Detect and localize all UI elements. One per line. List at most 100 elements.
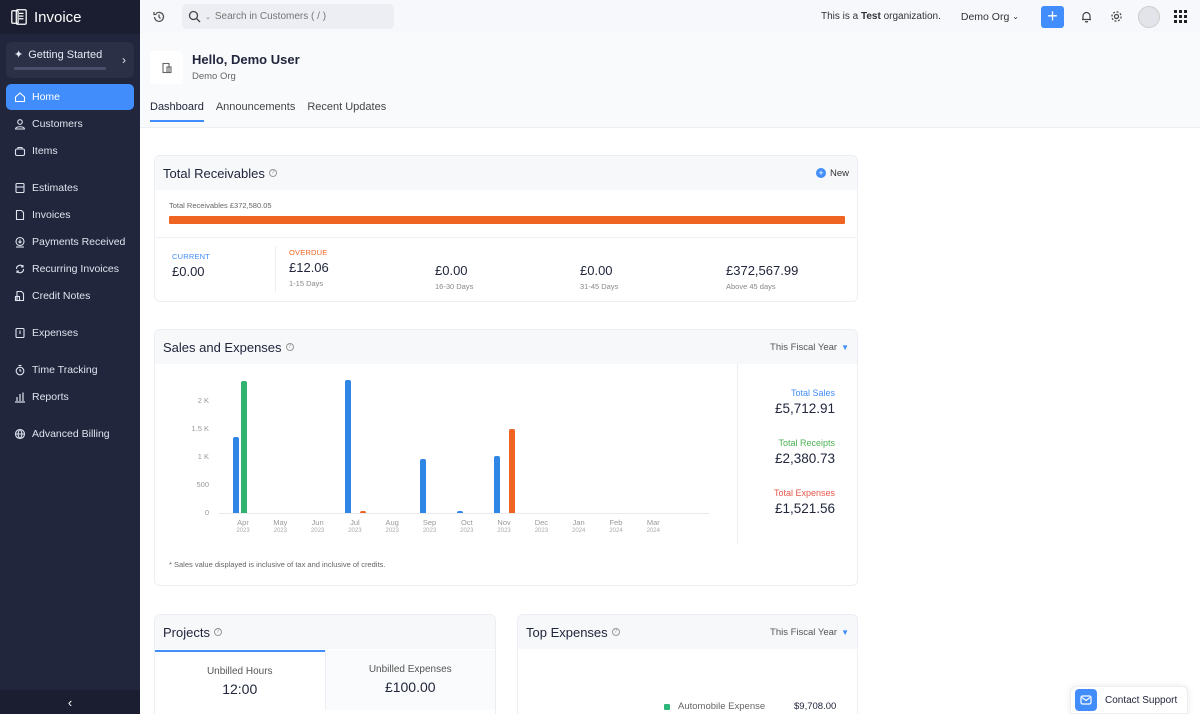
top-expenses-card: Top Expenses ? This Fiscal Year ▼ Automo… bbox=[517, 614, 858, 714]
home-icon bbox=[14, 92, 26, 103]
receivables-progress-bar bbox=[169, 216, 845, 224]
plus-icon: + bbox=[1047, 6, 1058, 26]
sidebar-item-recurring-invoices[interactable]: Recurring Invoices bbox=[6, 256, 134, 282]
period-dropdown[interactable]: This Fiscal Year ▼ bbox=[770, 341, 849, 353]
overdue-16-30[interactable]: £0.00 16-30 Days bbox=[435, 263, 474, 291]
unbilled-expenses-tab[interactable]: Unbilled Expenses £100.00 bbox=[324, 650, 495, 710]
user-icon bbox=[14, 119, 26, 130]
sidebar-item-label: Reports bbox=[32, 391, 69, 403]
x-axis-tick: Oct 2023 bbox=[460, 518, 474, 534]
sidebar-item-advanced-billing[interactable]: Advanced Billing bbox=[6, 421, 134, 447]
chart-bar-sales[interactable] bbox=[344, 380, 351, 513]
org-logo-placeholder[interactable] bbox=[150, 51, 183, 84]
tab-dashboard[interactable]: Dashboard bbox=[150, 101, 204, 122]
x-axis-tick: Jul 2023 bbox=[348, 518, 362, 534]
collapse-sidebar-button[interactable]: ‹ bbox=[0, 690, 140, 714]
settings-button[interactable] bbox=[1108, 9, 1124, 25]
calculator-icon bbox=[15, 182, 25, 194]
help-icon[interactable]: ? bbox=[611, 628, 620, 636]
topbar: ⌄ This is a Test organization. Demo Org⌄… bbox=[140, 0, 1200, 33]
x-axis-tick: Apr 2023 bbox=[236, 518, 250, 534]
contact-support-button[interactable]: Contact Support bbox=[1070, 686, 1188, 714]
x-axis-tick: Mar 2024 bbox=[646, 518, 660, 534]
sidebar: Invoice ✦ Getting Started › Home Customer… bbox=[0, 0, 140, 714]
sales-footnote: * Sales value displayed is inclusive of … bbox=[169, 560, 386, 569]
sales-expenses-card: Sales and Expenses ? This Fiscal Year ▼ … bbox=[154, 329, 858, 586]
chevron-down-icon: ▼ bbox=[841, 627, 849, 637]
bar-chart-icon bbox=[15, 392, 25, 403]
org-switcher[interactable]: Demo Org ⌄ bbox=[961, 11, 1019, 23]
sidebar-item-invoices[interactable]: Invoices bbox=[6, 202, 134, 228]
org-name: Demo Org bbox=[192, 71, 236, 82]
unbilled-hours-tab[interactable]: Unbilled Hours 12:00 bbox=[155, 650, 325, 710]
chart-bar-sales[interactable] bbox=[419, 458, 426, 513]
sidebar-item-credit-notes[interactable]: Credit Notes bbox=[6, 283, 134, 309]
tab-announcements[interactable]: Announcements bbox=[215, 101, 296, 113]
overdue-31-45[interactable]: £0.00 31-45 Days bbox=[580, 263, 619, 291]
getting-started-button[interactable]: ✦ Getting Started › bbox=[6, 42, 134, 78]
recent-history-icon[interactable] bbox=[152, 10, 166, 24]
chart-bar-receipts[interactable] bbox=[241, 380, 247, 513]
new-receivable-button[interactable]: + New bbox=[815, 168, 849, 179]
legend-swatch bbox=[664, 703, 670, 710]
search-icon[interactable] bbox=[188, 10, 201, 23]
sidebar-item-home[interactable]: Home bbox=[6, 84, 134, 110]
period-dropdown[interactable]: This Fiscal Year ▼ bbox=[770, 626, 849, 638]
search-input[interactable] bbox=[214, 11, 385, 22]
credit-note-icon bbox=[14, 290, 25, 302]
chevron-down-icon: ⌄ bbox=[1012, 12, 1019, 21]
sidebar-item-label: Payments Received bbox=[32, 236, 126, 248]
sidebar-item-items[interactable]: Items bbox=[6, 138, 134, 164]
sidebar-item-label: Recurring Invoices bbox=[32, 263, 119, 275]
chart-bar-expenses[interactable] bbox=[509, 429, 516, 513]
card-title: Sales and Expenses bbox=[163, 339, 282, 355]
help-icon[interactable]: ? bbox=[285, 343, 294, 351]
sidebar-item-label: Credit Notes bbox=[32, 290, 91, 302]
search-scope-chevron-icon[interactable]: ⌄ bbox=[205, 13, 211, 21]
chart-bar-expenses[interactable] bbox=[359, 511, 366, 513]
sidebar-item-reports[interactable]: Reports bbox=[6, 384, 134, 410]
x-axis-tick: Dec 2023 bbox=[534, 518, 549, 534]
y-axis-tick: 1.5 K bbox=[191, 424, 209, 433]
chevron-down-icon: ▼ bbox=[841, 342, 849, 352]
y-axis-tick: 2 K bbox=[197, 396, 209, 405]
sidebar-item-label: Expenses bbox=[32, 327, 79, 339]
chart-bar-sales[interactable] bbox=[456, 511, 463, 513]
total-receipts: Total Receipts £2,380.73 bbox=[774, 438, 835, 466]
globe-icon bbox=[14, 428, 26, 440]
sidebar-item-estimates[interactable]: Estimates bbox=[6, 175, 134, 201]
download-circle-icon bbox=[15, 236, 25, 248]
sales-expenses-chart: 0 500 1 K 1.5 K 2 K Apr 2023 May 2023 Jun 2023 Jul 2… bbox=[155, 364, 737, 544]
y-axis-tick: 1 K bbox=[197, 452, 209, 461]
main-content: ⌄ This is a Test organization. Demo Org⌄… bbox=[140, 0, 1200, 714]
help-icon[interactable]: ? bbox=[268, 169, 277, 177]
chart-bar-sales[interactable] bbox=[233, 436, 239, 513]
getting-started-label: Getting Started bbox=[28, 48, 103, 61]
sidebar-item-customers[interactable]: Customers bbox=[6, 111, 134, 137]
current-receivables[interactable]: CURRENT £0.00 bbox=[172, 252, 211, 279]
greeting-title: Hello, Demo User bbox=[192, 52, 300, 67]
sidebar-item-payments-received[interactable]: Payments Received bbox=[6, 229, 134, 255]
help-icon[interactable]: ? bbox=[213, 628, 222, 636]
notifications-button[interactable] bbox=[1078, 9, 1094, 25]
tab-recent-updates[interactable]: Recent Updates bbox=[307, 101, 387, 113]
card-title: Projects bbox=[163, 624, 210, 640]
quick-create-button[interactable]: + bbox=[1041, 5, 1064, 28]
app-launcher-grid-icon[interactable] bbox=[1174, 9, 1188, 24]
basket-icon bbox=[14, 146, 26, 157]
sidebar-item-label: Customers bbox=[32, 118, 83, 130]
search-bar[interactable]: ⌄ bbox=[182, 4, 394, 29]
dashboard-tabs: Dashboard Announcements Recent Updates bbox=[150, 101, 386, 122]
x-axis-tick: Aug 2023 bbox=[385, 518, 399, 534]
sidebar-item-time-tracking[interactable]: Time Tracking bbox=[6, 357, 134, 383]
user-avatar[interactable] bbox=[1138, 5, 1160, 28]
chart-bar-sales[interactable] bbox=[494, 455, 501, 513]
app-brand[interactable]: Invoice bbox=[0, 0, 140, 34]
card-title: Top Expenses bbox=[526, 624, 608, 640]
projects-card: Projects ? Unbilled Hours 12:00 Unbilled… bbox=[154, 614, 496, 714]
overdue-1-15[interactable]: OVERDUE £12.06 1-15 Days bbox=[289, 248, 329, 288]
org-switcher-label: Demo Org bbox=[960, 10, 1010, 23]
x-axis-tick: May 2023 bbox=[273, 518, 288, 534]
sidebar-item-expenses[interactable]: Expenses bbox=[6, 320, 134, 346]
overdue-above-45[interactable]: £372,567.99 Above 45 days bbox=[726, 263, 799, 291]
